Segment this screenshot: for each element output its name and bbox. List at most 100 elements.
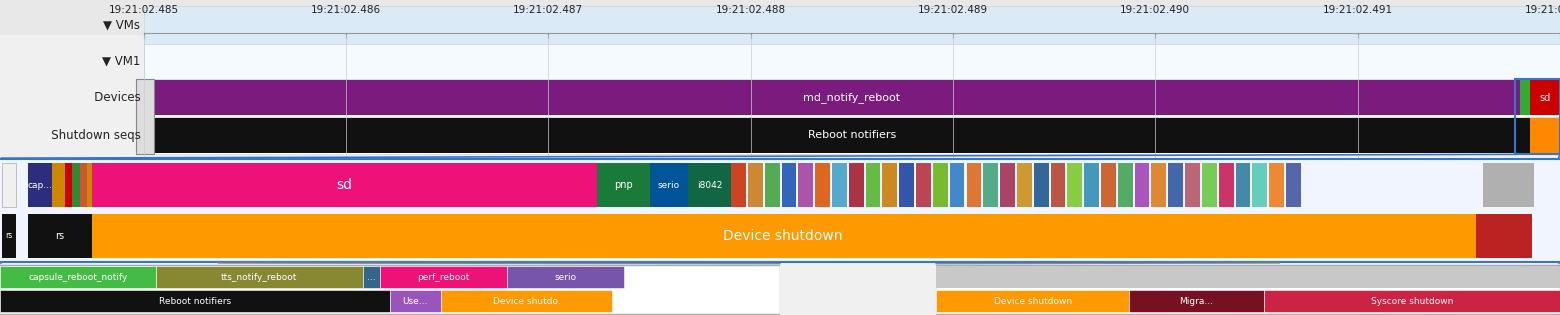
Bar [1521,118,1530,153]
Bar [28,163,53,208]
Bar [1270,163,1284,208]
Text: Use...: Use... [402,297,427,306]
Bar [688,163,732,208]
Bar [156,266,363,288]
Bar [390,290,440,312]
Text: Device shutdown: Device shutdown [994,297,1072,306]
Bar [0,290,390,312]
Text: Shutdown seqs: Shutdown seqs [39,129,140,142]
Bar [0,0,1560,35]
Text: Syscore shutdown: Syscore shutdown [1371,297,1452,306]
Bar [87,163,92,208]
Bar [967,163,981,208]
FancyBboxPatch shape [0,159,1560,262]
Bar [92,163,596,208]
Text: 19:21:02.489: 19:21:02.489 [917,5,987,15]
Bar [782,163,796,208]
Bar [1034,163,1048,208]
Text: serio: serio [554,272,577,282]
Text: perf_reboot: perf_reboot [417,272,470,282]
Bar [1119,163,1133,208]
Text: ▼ VMs: ▼ VMs [103,19,140,32]
Bar [92,214,1476,258]
Text: rs: rs [5,231,12,240]
Text: 19:21:02.486: 19:21:02.486 [310,5,381,15]
Text: Device shutdown: Device shutdown [724,229,842,243]
Text: Device shutdo.: Device shutdo. [493,297,560,306]
Bar [1151,163,1167,208]
Text: ...: ... [367,272,376,282]
Bar [1201,163,1217,208]
Bar [936,290,1129,312]
Bar [363,266,381,288]
Bar [1484,163,1533,208]
Bar [1186,163,1200,208]
Text: 19:21:02.487: 19:21:02.487 [513,5,583,15]
Bar [1530,118,1560,153]
Bar [1017,163,1031,208]
Bar [799,163,813,208]
Text: 19:21:02.491: 19:21:02.491 [1323,5,1393,15]
Bar [933,163,947,208]
Text: Migra...: Migra... [1179,297,1214,306]
Bar [53,163,64,208]
Bar [1134,163,1150,208]
Bar [1285,163,1301,208]
Bar [144,44,1560,79]
Bar [144,6,1560,44]
Bar [1084,163,1100,208]
Text: tts_notify_reboot: tts_notify_reboot [222,272,298,282]
FancyBboxPatch shape [936,265,1560,314]
Bar [1253,163,1267,208]
Bar [1168,163,1182,208]
Text: cap...: cap... [28,181,53,190]
Text: capsule_reboot_notify: capsule_reboot_notify [28,272,128,282]
Text: Reboot notifiers: Reboot notifiers [159,297,231,306]
Text: 19:21:02.490: 19:21:02.490 [1120,5,1190,15]
Bar [916,163,931,208]
Bar [80,163,87,208]
Bar [28,214,92,258]
Text: i8042: i8042 [697,181,722,190]
Bar [1236,163,1251,208]
Bar [2,163,16,208]
Text: rs: rs [55,231,64,241]
Bar [381,266,507,288]
Bar [1050,163,1065,208]
Text: sd: sd [337,178,353,192]
Bar [1476,214,1532,258]
Text: Reboot notifiers: Reboot notifiers [808,130,895,140]
FancyBboxPatch shape [0,265,780,314]
Bar [1101,163,1115,208]
Bar [144,118,1521,153]
Bar [1000,163,1016,208]
Text: md_notify_reboot: md_notify_reboot [803,92,900,103]
Text: serio: serio [657,181,680,190]
Bar [899,163,914,208]
Bar [816,163,830,208]
Text: pnp: pnp [615,180,633,190]
Bar [1218,163,1234,208]
Bar [732,163,746,208]
Bar [72,163,80,208]
Bar [596,163,651,208]
Bar [1530,80,1560,115]
Bar [2,214,16,258]
Bar [866,163,880,208]
Bar [883,163,897,208]
Bar [747,163,763,208]
Text: Devices: Devices [83,91,140,104]
Bar [1129,290,1264,312]
Bar [144,80,1521,115]
Bar [651,163,688,208]
FancyBboxPatch shape [136,79,154,154]
Text: 19:21:02.492: 19:21:02.492 [1526,5,1560,15]
Text: 19:21:02.485: 19:21:02.485 [109,5,178,15]
Bar [1067,163,1083,208]
Bar [950,163,964,208]
Text: sd: sd [1540,93,1551,103]
Bar [64,163,72,208]
Bar [144,79,1560,117]
Bar [764,163,780,208]
Bar [831,163,847,208]
